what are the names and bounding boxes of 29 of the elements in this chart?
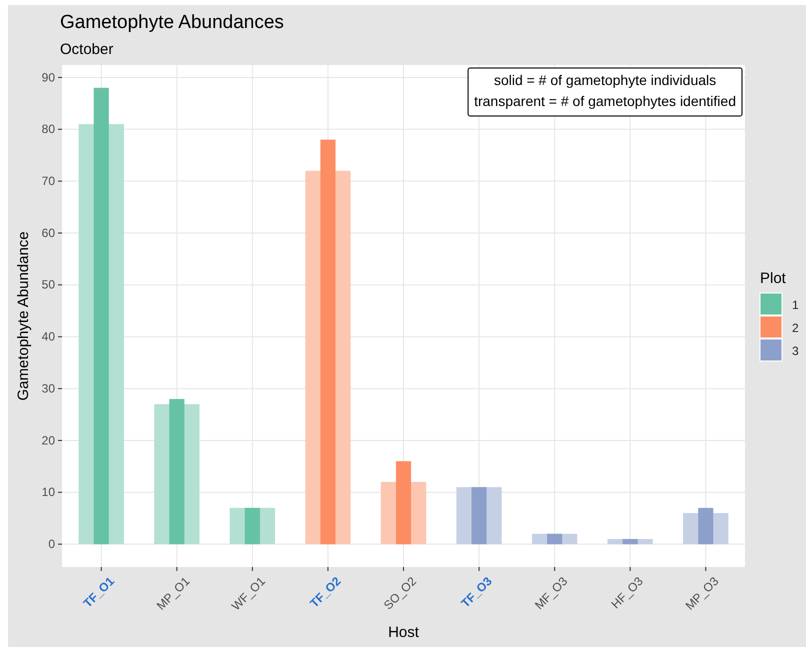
bar <box>396 461 412 544</box>
y-tick-label: 20 <box>42 433 56 448</box>
legend-label: 1 <box>792 298 799 312</box>
annotation: solid = # of gametophyte individuals <box>494 72 716 88</box>
bar <box>169 398 184 544</box>
legend-title: Plot <box>760 270 787 287</box>
y-tick-label: 80 <box>42 122 56 136</box>
chart-title: Gametophyte Abundances <box>60 12 284 33</box>
bar <box>94 88 109 544</box>
y-tick-label: 30 <box>42 381 56 396</box>
y-tick-label: 60 <box>42 226 56 240</box>
x-axis-title: Host <box>388 624 420 641</box>
y-tick-label: 50 <box>42 278 56 292</box>
y-axis-title: Gametophyte Abundance <box>15 231 32 401</box>
bar <box>244 508 260 544</box>
legend-label: 2 <box>792 321 799 335</box>
bar <box>472 487 487 544</box>
legend-label: 3 <box>792 344 799 358</box>
chart-subtitle: October <box>60 41 114 58</box>
y-tick-label: 10 <box>42 485 56 500</box>
bar <box>698 508 714 544</box>
annotation: transparent = # of gametophytes identified <box>474 93 736 109</box>
bar <box>320 140 336 544</box>
y-tick-label: 90 <box>42 70 56 84</box>
y-tick-label: 0 <box>48 537 56 552</box>
bar <box>622 538 638 544</box>
bar <box>547 534 562 544</box>
y-tick-label: 40 <box>42 330 56 344</box>
y-tick-label: 70 <box>42 174 56 188</box>
